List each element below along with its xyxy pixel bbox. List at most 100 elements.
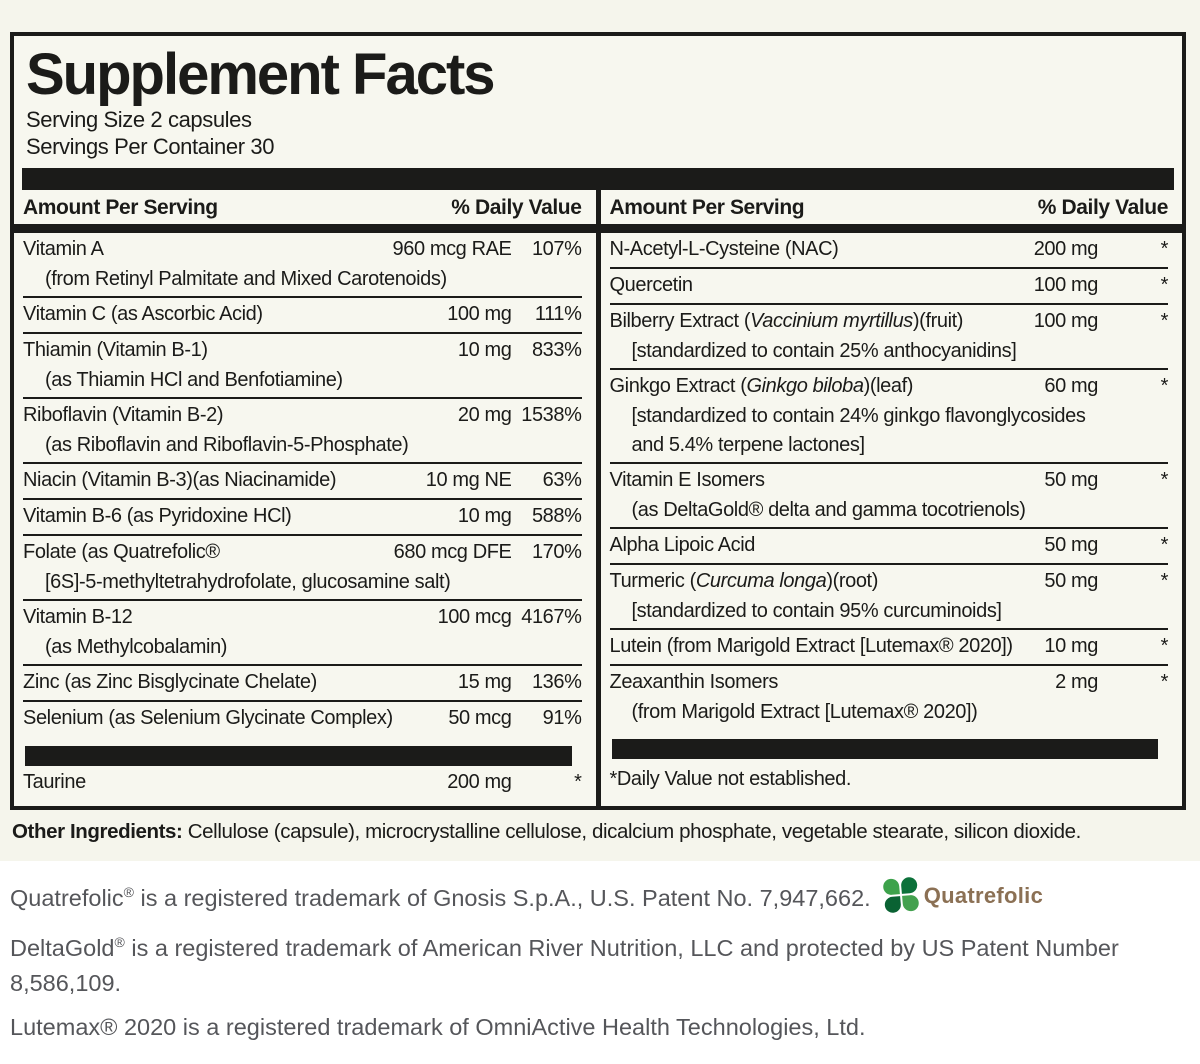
servings-per-container: Servings Per Container 30 xyxy=(26,134,275,159)
nutrient-daily-value: 1538% xyxy=(521,404,582,426)
nutrient-daily-value: * xyxy=(1160,570,1169,592)
nutrient-row: Thiamin (Vitamin B-1) 10 mg 833% (as Thiami… xyxy=(23,332,582,397)
nutrient-amount: 10 mg xyxy=(457,505,512,527)
nutrient-name: Niacin (Vitamin B-3)(as Niacinamide) xyxy=(23,469,337,491)
nutrient-row: Lutein (from Marigold Extract [Lutemax® … xyxy=(609,628,1169,664)
quatrefolic-logo: Quatrefolic xyxy=(881,876,1043,915)
nutrient-amount: 100 mcg xyxy=(437,606,512,628)
nutrient-subline: [standardized to contain 95% curcuminoid… xyxy=(631,600,1002,622)
nutrient-name: Alpha Lipoic Acid xyxy=(609,534,756,556)
header-underline-bar xyxy=(600,224,1182,233)
nutrient-name: Turmeric (Curcuma longa)(root) xyxy=(609,570,879,592)
daily-value-footnote: *Daily Value not established. xyxy=(609,768,852,790)
nutrient-amount: 20 mg xyxy=(457,404,512,426)
label-zone: Supplement Facts Serving Size 2 capsules… xyxy=(0,0,1200,861)
nutrient-amount: 50 mg xyxy=(1044,534,1098,556)
nutrient-row: Riboflavin (Vitamin B-2) 20 mg 1538% (as Ri… xyxy=(23,397,582,462)
nutrient-name: Vitamin A xyxy=(23,238,104,260)
nutrient-amount: 50 mcg xyxy=(448,707,512,729)
nutrient-subline: (from Marigold Extract [Lutemax® 2020]) xyxy=(631,701,978,723)
nutrient-row: Turmeric (Curcuma longa)(root) 50 mg * [sta… xyxy=(609,563,1169,628)
supplement-label-page: Supplement Facts Serving Size 2 capsules… xyxy=(0,0,1200,1040)
nutrient-amount: 15 mg xyxy=(457,671,512,693)
nutrient-subline: and 5.4% terpene lactones] xyxy=(631,434,866,456)
nutrient-name: Ginkgo Extract (Ginkgo biloba)(leaf) xyxy=(609,375,914,397)
nutrient-subline: (as Thiamin HCl and Benfotiamine) xyxy=(45,369,343,391)
left-column-header: Amount Per Serving % Daily Value xyxy=(14,190,596,224)
nutrient-row: Selenium (as Selenium Glycinate Complex)… xyxy=(23,700,582,736)
nutrient-row: Folate (as Quatrefolic® 680 mcg DFE 170% [6… xyxy=(23,534,582,599)
nutrient-subline: (as DeltaGold® delta and gamma tocotrien… xyxy=(631,499,1026,521)
nutrient-daily-value: 170% xyxy=(531,541,582,563)
nutrient-subline: (from Retinyl Palmitate and Mixed Carote… xyxy=(45,268,447,290)
other-ingredients-text: Cellulose (capsule), microcrystalline ce… xyxy=(182,820,1082,843)
left-column-rows: Vitamin A 960 mcg RAE 107% (from Retinyl Pa… xyxy=(14,233,596,800)
nutrient-row: Quercetin 100 mg * xyxy=(609,267,1169,303)
nutrient-daily-value: 588% xyxy=(531,505,582,527)
nutrient-amount: 10 mg xyxy=(1044,635,1098,657)
serving-size: Serving Size 2 capsules xyxy=(26,107,252,132)
nutrient-row: Vitamin C (as Ascorbic Acid) 100 mg 111% xyxy=(23,296,582,332)
panel-title: Supplement Facts xyxy=(26,42,496,107)
nutrient-name: Vitamin E Isomers xyxy=(609,469,766,491)
trademark-note: Quatrefolic® is a registered trademark o… xyxy=(10,875,1180,916)
nutrient-row: Zinc (as Zinc Bisglycinate Chelate) 15 mg… xyxy=(23,664,582,700)
nutrient-row: Vitamin E Isomers 50 mg * (as DeltaGold® de… xyxy=(609,462,1169,527)
nutrient-daily-value: * xyxy=(1160,469,1169,491)
nutrient-daily-value: 111% xyxy=(534,303,582,325)
nutrient-name: Vitamin C (as Ascorbic Acid) xyxy=(23,303,263,325)
other-ingredients: Other Ingredients: Cellulose (capsule), … xyxy=(10,810,1186,857)
nutrient-row: Alpha Lipoic Acid 50 mg * xyxy=(609,527,1169,563)
vertical-column-divider xyxy=(595,190,601,806)
nutrient-row: Niacin (Vitamin B-3)(as Niacinamide) 10 m… xyxy=(23,462,582,498)
nutrient-daily-value: * xyxy=(1160,671,1169,693)
nutrient-daily-value: * xyxy=(1160,635,1169,657)
trademark-note: Lutemax® 2020 is a registered trademark … xyxy=(10,1013,866,1040)
nutrient-row: Vitamin B-6 (as Pyridoxine HCl) 10 mg 588% xyxy=(23,498,582,534)
nutrient-name: Taurine xyxy=(23,771,86,793)
nutrient-daily-value: * xyxy=(1160,274,1169,296)
thick-divider-bar-column xyxy=(25,746,572,766)
nutrient-name: N-Acetyl-L-Cysteine (NAC) xyxy=(609,238,839,260)
nutrient-name: Zinc (as Zinc Bisglycinate Chelate) xyxy=(23,671,317,693)
nutrient-amount: 200 mg xyxy=(447,771,512,793)
nutrient-amount: 60 mg xyxy=(1044,375,1098,397)
nutrient-amount: 100 mg xyxy=(447,303,512,325)
nutrient-amount: 10 mg xyxy=(457,339,512,361)
nutrient-amount: 2 mg xyxy=(1055,671,1098,693)
nutrient-amount: 100 mg xyxy=(1033,274,1099,296)
nutrient-name: Riboflavin (Vitamin B-2) xyxy=(23,404,224,426)
clover-leaf-icon xyxy=(901,894,920,913)
nutrient-name: Lutein (from Marigold Extract [Lutemax® … xyxy=(609,635,1014,657)
nutrient-row: Bilberry Extract (Vaccinium myrtillus)(f… xyxy=(609,303,1169,368)
nutrient-subline: [standardized to contain 25% anthocyanid… xyxy=(631,340,1017,362)
nutrient-name: Quercetin xyxy=(609,274,694,296)
nutrient-amount: 50 mg xyxy=(1044,469,1098,491)
trademark-notes: Quatrefolic® is a registered trademark o… xyxy=(0,861,1200,1064)
other-ingredients-label: Other Ingredients: xyxy=(12,820,183,843)
footnote-row: *Daily Value not established. xyxy=(610,759,1169,798)
nutrient-amount: 100 mg xyxy=(1033,310,1099,332)
clover-icon xyxy=(881,876,920,915)
left-column: Amount Per Serving % Daily Value Vitamin… xyxy=(14,190,596,806)
trademark-text: Quatrefolic® is a registered trademark o… xyxy=(10,884,871,911)
nutrient-daily-value: 63% xyxy=(542,469,582,491)
nutrient-daily-value: * xyxy=(1160,534,1169,556)
nutrient-name: Bilberry Extract (Vaccinium myrtillus)(f… xyxy=(609,310,964,332)
trademark-note: DeltaGold® is a registered trademark of … xyxy=(10,933,1119,996)
nutrient-columns: Amount Per Serving % Daily Value Vitamin… xyxy=(14,190,1182,806)
nutrient-amount: 10 mg NE xyxy=(425,469,512,491)
nutrient-name: Vitamin B-12 xyxy=(23,606,133,628)
header-underline-bar xyxy=(14,224,596,233)
nutrient-daily-value: * xyxy=(1160,310,1169,332)
clover-leaf-icon xyxy=(883,896,902,914)
nutrient-daily-value: 91% xyxy=(542,707,582,729)
nutrient-daily-value: * xyxy=(1160,375,1169,397)
header-amount-label: Amount Per Serving xyxy=(609,196,805,219)
clover-leaf-icon xyxy=(882,878,900,896)
nutrient-row: Taurine 200 mg * xyxy=(23,766,582,800)
right-column-rows: N-Acetyl-L-Cysteine (NAC) 200 mg * Querceti… xyxy=(601,233,1183,798)
header-daily-value-label: % Daily Value xyxy=(451,196,582,219)
nutrient-daily-value: 4167% xyxy=(521,606,582,628)
thick-divider-bar-top xyxy=(22,168,1174,190)
